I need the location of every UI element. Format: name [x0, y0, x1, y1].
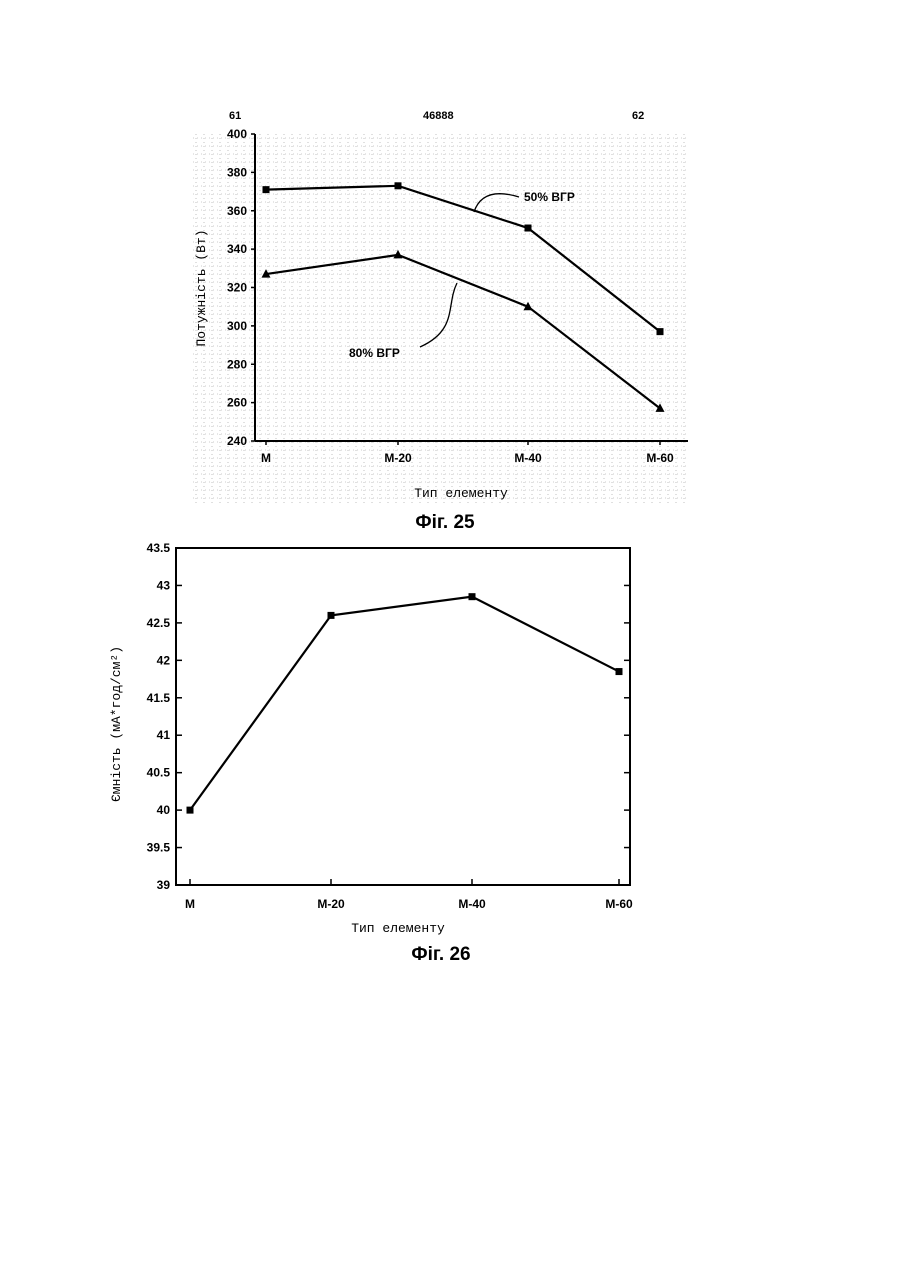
fig26-x-tick-label: M-20: [317, 897, 345, 911]
fig25-x-tick-label: M-40: [514, 451, 542, 465]
fig25-x-tick-label: M-60: [646, 451, 674, 465]
fig26-y-tick-label: 39: [157, 878, 171, 892]
fig25-y-tick-label: 260: [227, 396, 247, 410]
fig25-annotation-50: 50% ВГР: [524, 190, 575, 204]
fig26-y-tick-label: 39.5: [147, 841, 171, 855]
fig25-y-tick-label: 280: [227, 357, 247, 371]
fig26-point: [616, 668, 623, 675]
fig26-y-tick-label: 40: [157, 803, 171, 817]
fig26-plot-frame: [176, 548, 630, 885]
fig26-y-tick-label: 43: [157, 578, 171, 592]
fig26-x-tick-label: M-40: [458, 897, 486, 911]
fig26-y-tick-label: 41: [157, 728, 171, 742]
fig25-point: [657, 328, 664, 335]
fig25-series-line: [266, 255, 660, 409]
fig26-x-tick-label: M: [185, 897, 195, 911]
fig25-point: [525, 225, 532, 232]
fig25-caption: Фіг. 25: [415, 512, 475, 533]
fig25-point: [263, 186, 270, 193]
fig25-x-tick-label: M-20: [384, 451, 412, 465]
fig26-caption: Фіг. 26: [411, 944, 470, 965]
fig25-series-line: [266, 186, 660, 332]
fig26-y-tick-label: 42: [157, 653, 171, 667]
fig25-point: [395, 182, 402, 189]
fig25-y-axis-label: Потужність (Вт): [194, 229, 209, 346]
fig25-y-tick-label: 300: [227, 319, 247, 333]
fig25-annotation-leader-80: [420, 283, 457, 347]
fig26-y-tick-label: 41.5: [147, 691, 171, 705]
fig25-y-tick-label: 400: [227, 127, 247, 141]
fig25-point: [394, 250, 403, 259]
fig26-y-tick-label: 43.5: [147, 541, 171, 555]
fig26-y-tick-label: 42.5: [147, 616, 171, 630]
fig26-point: [469, 593, 476, 600]
fig26-x-tick-label: M-60: [605, 897, 633, 911]
fig26-x-axis-label: Тип елементу: [351, 921, 445, 936]
fig25-x-axis-label: Тип елементу: [414, 486, 508, 501]
fig25-annotation-leader-50: [474, 194, 519, 212]
fig25-y-tick-label: 340: [227, 242, 247, 256]
fig26-series-line: [190, 597, 619, 810]
fig26-y-tick-label: 40.5: [147, 766, 171, 780]
fig25-x-tick-label: M: [261, 451, 271, 465]
fig25-y-tick-label: 320: [227, 281, 247, 295]
fig26-point: [328, 612, 335, 619]
fig26-y-axis-label: Ємність (мА*год/см²): [109, 646, 124, 802]
fig25-y-tick-label: 380: [227, 165, 247, 179]
fig25-y-tick-label: 360: [227, 204, 247, 218]
fig25-annotation-80: 80% ВГР: [349, 346, 400, 360]
fig26-point: [187, 807, 194, 814]
fig25-y-tick-label: 240: [227, 434, 247, 448]
